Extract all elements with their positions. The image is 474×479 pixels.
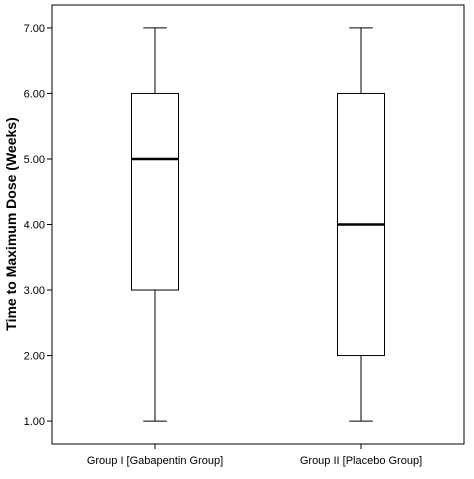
- y-tick-label: 4.00: [24, 220, 45, 232]
- x-axis: Group I [Gabapentin Group] Group II [Plac…: [87, 444, 422, 467]
- y-tick-label: 1.00: [24, 416, 45, 428]
- y-tick-label: 7.00: [24, 23, 45, 35]
- y-tick-label: 2.00: [24, 351, 45, 363]
- y-tick-label: 6.00: [24, 88, 45, 100]
- box-1: [131, 27, 179, 422]
- boxes: [131, 27, 385, 422]
- y-axis-title: Time to Maximum Dose (Weeks): [3, 117, 19, 330]
- x-category-label: Group I [Gabapentin Group]: [87, 455, 223, 467]
- x-category-label: Group II [Placebo Group]: [300, 455, 422, 467]
- plot-area-frame: [51, 4, 465, 445]
- y-tick-label: 5.00: [24, 154, 45, 166]
- y-tick-label: 3.00: [24, 285, 45, 297]
- interquartile-box: [131, 92, 179, 291]
- box-2: [337, 27, 385, 422]
- y-axis: 1.00 2.00 3.00 4.00 5.00 6.00 7.00: [24, 23, 52, 428]
